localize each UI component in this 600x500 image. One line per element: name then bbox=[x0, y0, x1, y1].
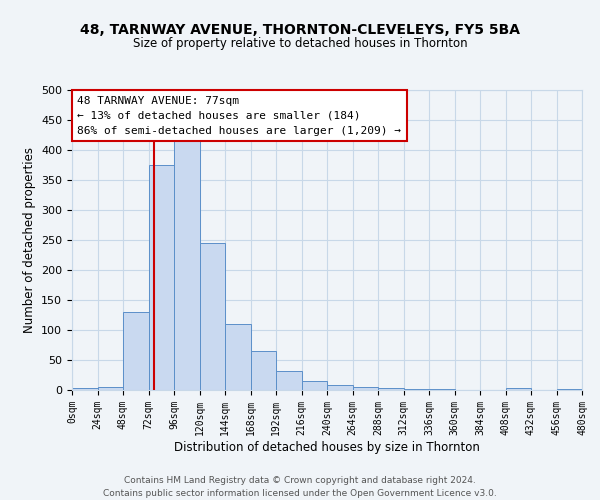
Bar bbox=[251, 351, 276, 390]
Bar bbox=[327, 385, 353, 390]
Bar bbox=[72, 388, 97, 390]
Bar bbox=[225, 324, 251, 390]
Bar bbox=[557, 389, 582, 390]
Text: Size of property relative to detached houses in Thornton: Size of property relative to detached ho… bbox=[133, 38, 467, 51]
Bar bbox=[149, 165, 174, 390]
Y-axis label: Number of detached properties: Number of detached properties bbox=[23, 147, 35, 333]
Text: 48 TARNWAY AVENUE: 77sqm
← 13% of detached houses are smaller (184)
86% of semi-: 48 TARNWAY AVENUE: 77sqm ← 13% of detach… bbox=[77, 96, 401, 136]
Bar bbox=[378, 388, 404, 390]
X-axis label: Distribution of detached houses by size in Thornton: Distribution of detached houses by size … bbox=[174, 440, 480, 454]
Bar bbox=[276, 371, 302, 390]
Bar bbox=[123, 312, 149, 390]
Bar bbox=[199, 243, 225, 390]
Bar bbox=[505, 388, 531, 390]
Bar bbox=[353, 387, 378, 390]
Text: Contains HM Land Registry data © Crown copyright and database right 2024.
Contai: Contains HM Land Registry data © Crown c… bbox=[103, 476, 497, 498]
Bar bbox=[97, 387, 123, 390]
Bar bbox=[174, 141, 199, 390]
Bar bbox=[404, 389, 429, 390]
Bar bbox=[302, 381, 327, 390]
Text: 48, TARNWAY AVENUE, THORNTON-CLEVELEYS, FY5 5BA: 48, TARNWAY AVENUE, THORNTON-CLEVELEYS, … bbox=[80, 22, 520, 36]
